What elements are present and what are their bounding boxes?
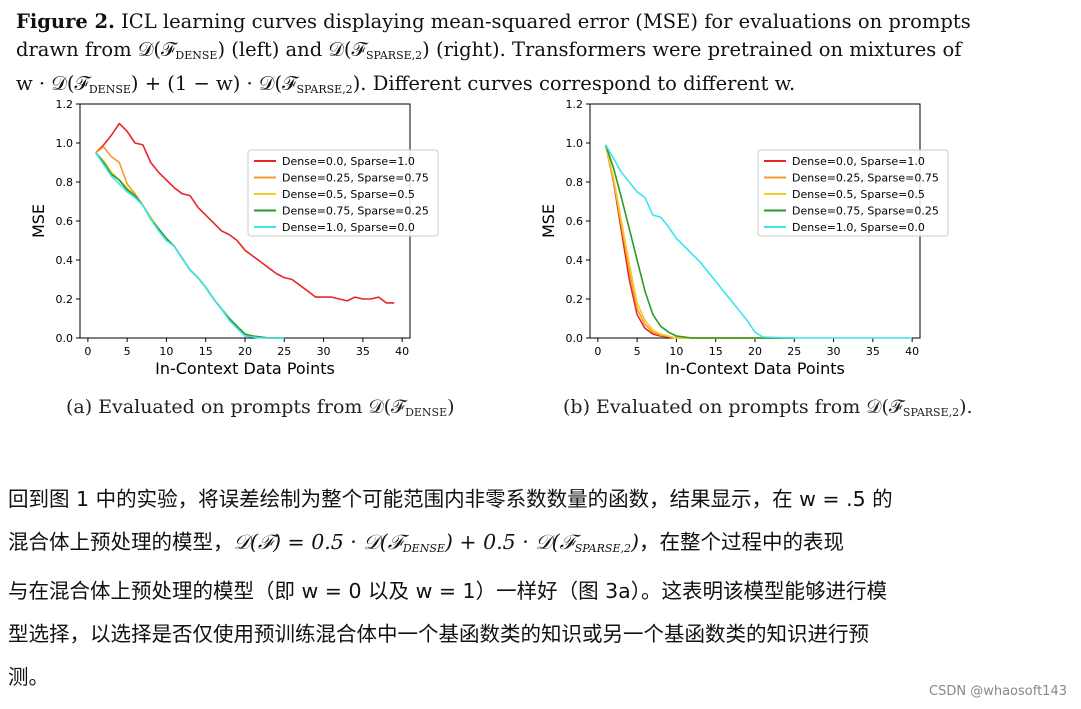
body-paragraph: 回到图 1 中的实验，将误差绘制为整个可能范围内非零系数数量的函数，结果显示，在… (8, 478, 1074, 699)
right-x-tick-label: 25 (787, 345, 801, 358)
charts-area: 0 5 10 15 20 25 30 35 40 0.0 0.2 0.4 0.6 0.8 1.0 1.2 In-… (0, 90, 1081, 420)
right-y-tick-label: 1.0 (566, 137, 584, 150)
formula-sub-sparse: SPARSE,2 (574, 542, 631, 555)
formula-part-3: ) (630, 530, 639, 554)
caption-text-2c: ) (right). Transformers were pretrained … (422, 38, 962, 61)
left-y-tick-label: 0.4 (56, 254, 74, 267)
right-x-tick-label: 20 (748, 345, 762, 358)
chart-dense: 0 5 10 15 20 25 30 35 40 0.0 0.2 0.4 0.6 0.8 1.0 1.2 In-… (29, 98, 439, 378)
left-legend-box (247, 149, 439, 237)
paragraph-line-3: 与在混合体上预处理的模型（即 w = 0 以及 w = 1）一样好（图 3a）。… (8, 579, 887, 603)
chart-sparse: 0 5 10 15 20 25 30 35 40 0.0 0.2 0.4 0.6 0.8 1.0 1.2 In-… (539, 98, 949, 378)
caption-text-2b: ) (left) and 𝒟(ℱ (217, 38, 366, 61)
subcaption-a-end: ) (447, 396, 455, 418)
left-series-line-0 (95, 122, 395, 304)
figure-label: Figure 2. (16, 10, 115, 33)
watermark: CSDN @whaosoft143 (929, 684, 1067, 699)
right-series-line-3 (604, 144, 795, 339)
right-y-tick-label: 0.6 (566, 215, 584, 228)
left-x-tick-label: 35 (356, 345, 370, 358)
figure-caption: Figure 2. ICL learning curves displaying… (16, 8, 1066, 104)
right-legend-box (757, 149, 949, 237)
caption-line-3: w · 𝒟(ℱDENSE) + (1 − w) · 𝒟(ℱSPARSE,2). … (16, 70, 1066, 104)
right-legend-label-3: Dense=0.75, Sparse=0.25 (792, 205, 939, 218)
left-x-tick-label: 10 (159, 345, 173, 358)
formula-sub-dense: DENSE (402, 542, 445, 555)
left-x-tick-label: 20 (238, 345, 252, 358)
left-y-tick-label: 0.6 (56, 215, 74, 228)
right-x-tick-label: 40 (905, 345, 919, 358)
right-x-tick-label: 35 (866, 345, 880, 358)
caption-sub-sparse: SPARSE,2 (365, 49, 423, 62)
left-series-line-4 (95, 152, 285, 339)
formula-part-2: ) + 0.5 · 𝒟(ℱ (444, 530, 575, 554)
left-legend-label-4: Dense=1.0, Sparse=0.0 (282, 221, 415, 234)
right-y-tick-label: 0.4 (566, 254, 584, 267)
mixture-formula: 𝒟(ℱ) = 0.5 · 𝒟(ℱDENSE) + 0.5 · 𝒟(ℱSPARSE… (233, 530, 639, 555)
caption-sub-dense-2: DENSE (88, 83, 131, 96)
left-legend-label-2: Dense=0.5, Sparse=0.5 (282, 188, 415, 201)
right-y-tick-label: 0.8 (566, 176, 584, 189)
left-y-tick-label: 0.8 (56, 176, 74, 189)
subcaption-b-text: (b) Evaluated on prompts from 𝒟(ℱ (563, 396, 903, 418)
subcaption-b: (b) Evaluated on prompts from 𝒟(ℱSPARSE,… (563, 396, 973, 419)
paragraph-line-2a: 混合体上预处理的模型， (8, 530, 234, 554)
left-y-tick-label: 0.0 (56, 332, 74, 345)
left-legend-label-0: Dense=0.0, Sparse=1.0 (282, 155, 415, 168)
subcaption-a-text: (a) Evaluated on prompts from 𝒟(ℱ (66, 396, 406, 418)
caption-line-1: Figure 2. ICL learning curves displaying… (16, 8, 1066, 36)
caption-text-2a: drawn from 𝒟(ℱ (16, 38, 176, 61)
left-y-tick-label: 1.2 (56, 98, 74, 111)
left-legend-label-1: Dense=0.25, Sparse=0.75 (282, 172, 429, 185)
right-x-tick-label: 10 (669, 345, 683, 358)
caption-text-3a: w · 𝒟(ℱ (16, 72, 89, 95)
right-y-tick-label: 0.0 (566, 332, 584, 345)
paragraph-line-5: 测。 (8, 665, 49, 689)
right-legend-label-1: Dense=0.25, Sparse=0.75 (792, 172, 939, 185)
subcaption-b-end: ). (959, 396, 973, 418)
left-x-tick-label: 25 (277, 345, 291, 358)
right-y-tick-label: 0.2 (566, 293, 584, 306)
subcaption-a-sub: DENSE (405, 406, 448, 419)
right-y-axis-label: MSE (539, 204, 558, 238)
right-legend-label-4: Dense=1.0, Sparse=0.0 (792, 221, 925, 234)
left-x-tick-label: 40 (395, 345, 409, 358)
left-x-tick-label: 15 (199, 345, 213, 358)
left-y-tick-label: 0.2 (56, 293, 74, 306)
formula-part-1: 𝒟(ℱ) = 0.5 · 𝒟(ℱ (233, 530, 403, 554)
caption-text-1: ICL learning curves displaying mean-squa… (121, 10, 971, 33)
left-y-axis-label: MSE (29, 204, 48, 238)
left-y-tick-label: 1.0 (56, 137, 74, 150)
caption-sub-dense: DENSE (175, 49, 218, 62)
caption-sub-sparse-2: SPARSE,2 (296, 83, 353, 96)
right-legend-label-2: Dense=0.5, Sparse=0.5 (792, 188, 925, 201)
caption-text-3b: ) + (1 − w) · 𝒟(ℱ (130, 72, 297, 95)
left-x-axis-label: In-Context Data Points (155, 359, 335, 378)
left-x-tick-label: 0 (84, 345, 91, 358)
right-x-tick-label: 30 (827, 345, 841, 358)
right-legend-label-0: Dense=0.0, Sparse=1.0 (792, 155, 925, 168)
left-x-tick-label: 30 (317, 345, 331, 358)
caption-line-2: drawn from 𝒟(ℱDENSE) (left) and 𝒟(ℱSPARS… (16, 36, 1066, 70)
paragraph-line-4: 型选择，以选择是否仅使用预训练混合体中一个基函数类的知识或另一个基函数类的知识进… (8, 622, 869, 646)
paragraph-line-2b: ，在整个过程中的表现 (638, 530, 844, 554)
paragraph-line-2: 混合体上预处理的模型，𝒟(ℱ) = 0.5 · 𝒟(ℱDENSE) + 0.5 … (8, 521, 1074, 570)
subcaption-a: (a) Evaluated on prompts from 𝒟(ℱDENSE) (66, 396, 455, 419)
right-x-tick-label: 15 (709, 345, 723, 358)
right-x-tick-label: 5 (634, 345, 641, 358)
right-x-tick-label: 0 (594, 345, 601, 358)
right-series-line-4 (605, 144, 913, 339)
right-y-tick-label: 1.2 (566, 98, 584, 111)
left-legend-label-3: Dense=0.75, Sparse=0.25 (282, 205, 429, 218)
paragraph-line-1: 回到图 1 中的实验，将误差绘制为整个可能范围内非零系数数量的函数，结果显示，在… (8, 487, 893, 511)
caption-text-3c: ). Different curves correspond to differ… (352, 72, 796, 95)
right-x-axis-label: In-Context Data Points (665, 359, 845, 378)
subcaption-b-sub: SPARSE,2 (902, 406, 960, 419)
left-x-tick-label: 5 (124, 345, 131, 358)
